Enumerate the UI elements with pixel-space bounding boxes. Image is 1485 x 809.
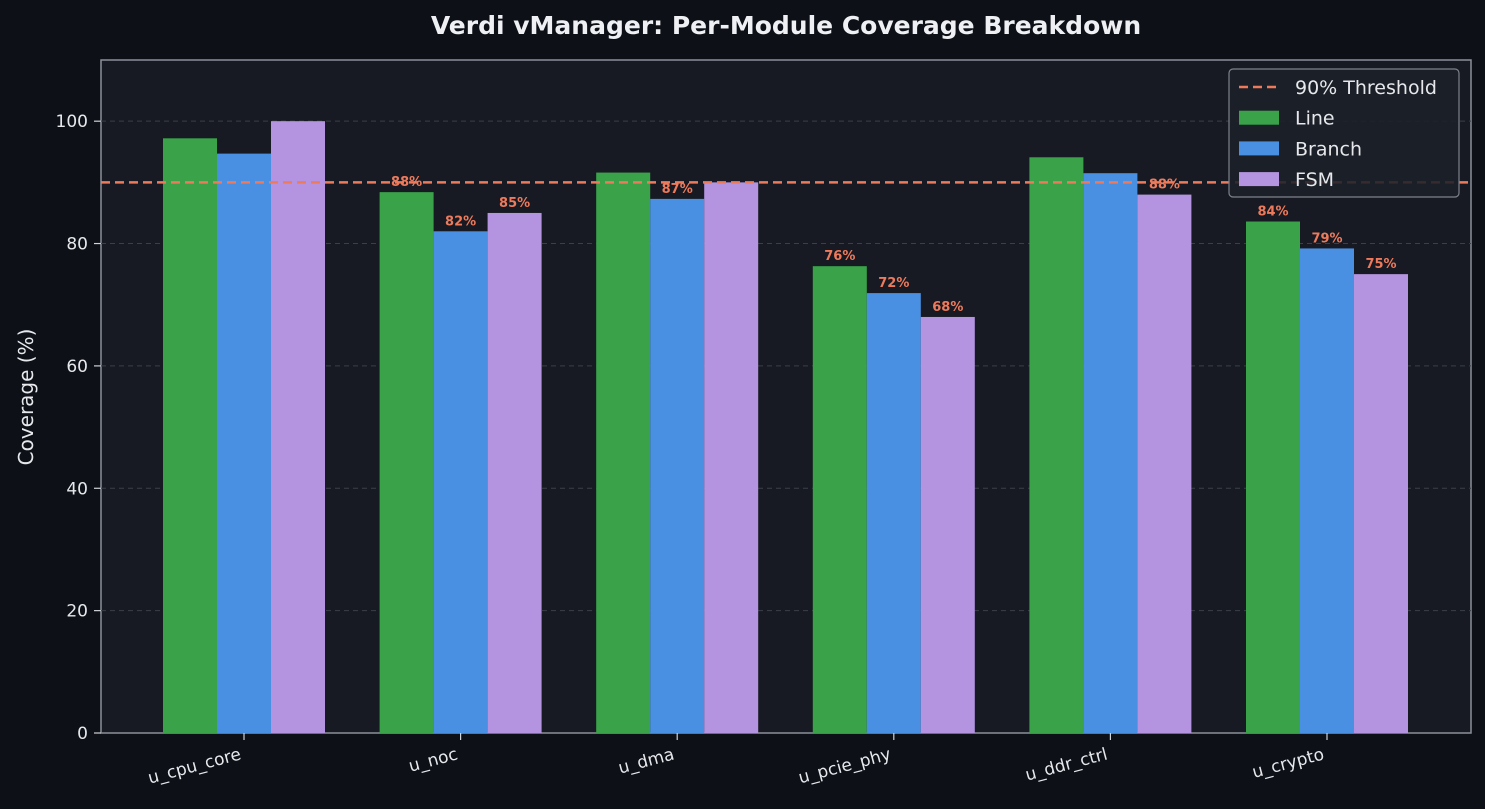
legend-label-branch: Branch xyxy=(1295,138,1362,160)
data-label: 82% xyxy=(445,214,476,229)
bars xyxy=(163,121,1408,734)
chart-title: Verdi vManager: Per-Module Coverage Brea… xyxy=(431,11,1141,40)
y-tick-label: 80 xyxy=(66,235,88,255)
bar-fsm-u_pcie_phy xyxy=(920,316,975,733)
y-axis-label: Coverage (%) xyxy=(14,329,38,466)
data-label: 88% xyxy=(391,175,422,190)
bar-branch-u_crypto xyxy=(1300,248,1354,733)
data-label: 68% xyxy=(932,300,963,315)
bar-branch-u_noc xyxy=(433,231,488,734)
data-label: 85% xyxy=(499,196,530,211)
legend-swatch-line xyxy=(1239,110,1279,125)
data-label: 79% xyxy=(1311,231,1342,246)
bar-fsm-u_dma xyxy=(704,182,759,733)
legend-label-fsm: FSM xyxy=(1295,169,1334,191)
data-labels: 88% 82% 85% 87% 76% 72% 68% 88% 84% 79% 75% xyxy=(391,175,1397,315)
bar-branch-u_ddr_ctrl xyxy=(1083,173,1138,733)
bar-branch-u_cpu_core xyxy=(217,153,271,734)
bar-line-u_ddr_ctrl xyxy=(1029,157,1084,733)
legend-swatch-fsm xyxy=(1239,172,1279,187)
bar-line-u_crypto xyxy=(1246,221,1300,733)
bar-line-u_dma xyxy=(596,172,651,734)
bar-branch-u_pcie_phy xyxy=(866,293,921,733)
y-tick-label: 20 xyxy=(66,602,88,622)
data-label: 87% xyxy=(662,182,693,197)
data-label: 75% xyxy=(1365,257,1396,272)
bar-line-u_noc xyxy=(379,192,434,734)
y-tick-label: 100 xyxy=(56,112,88,132)
data-label: 84% xyxy=(1257,205,1288,220)
y-tick-label: 0 xyxy=(77,724,88,744)
legend-label-threshold: 90% Threshold xyxy=(1295,77,1437,99)
y-tick-label: 40 xyxy=(66,479,88,499)
data-label: 88% xyxy=(1149,178,1180,193)
bar-line-u_cpu_core xyxy=(163,138,217,733)
data-label: 72% xyxy=(878,276,909,291)
legend-swatch-branch xyxy=(1239,141,1279,156)
y-tick-label: 60 xyxy=(66,357,88,377)
legend-label-line: Line xyxy=(1295,108,1335,130)
data-label: 76% xyxy=(824,249,855,264)
bar-line-u_pcie_phy xyxy=(812,266,867,733)
bar-fsm-u_crypto xyxy=(1354,274,1408,733)
grid-lines xyxy=(101,120,1471,612)
bar-branch-u_dma xyxy=(650,198,705,734)
legend-box xyxy=(1228,68,1460,198)
bar-fsm-u_cpu_core xyxy=(271,121,325,733)
legend: 90% Threshold Line Branch FSM xyxy=(1228,68,1460,198)
bar-fsm-u_noc xyxy=(487,212,542,734)
bar-fsm-u_ddr_ctrl xyxy=(1137,194,1192,734)
